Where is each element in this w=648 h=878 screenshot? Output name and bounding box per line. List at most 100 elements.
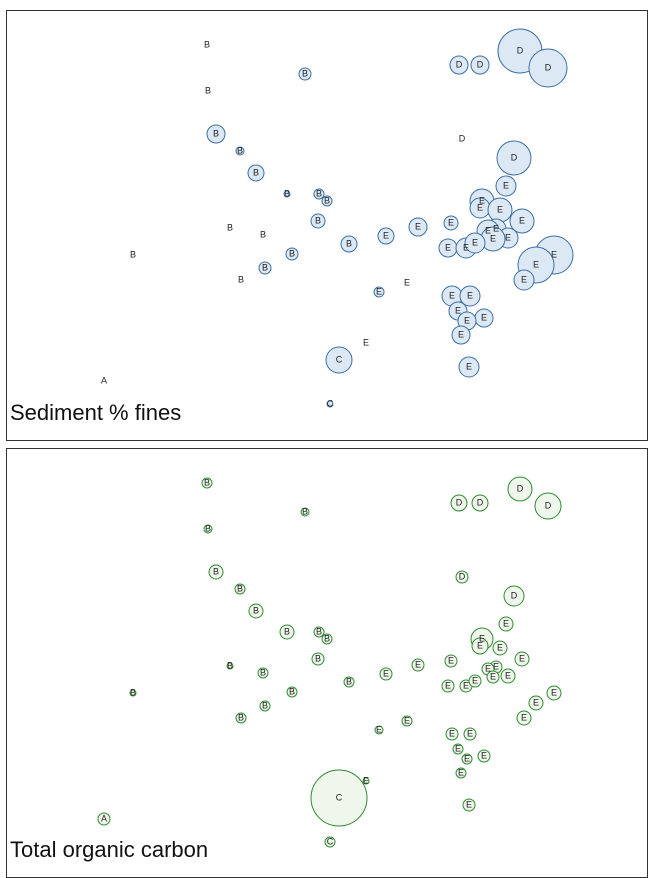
point-label: D: [459, 571, 466, 581]
bubble: [507, 476, 533, 502]
bubble: [477, 749, 491, 763]
point-label: E: [505, 232, 511, 242]
bubble: [377, 227, 395, 245]
point-label: E: [472, 675, 478, 685]
point-label: E: [363, 337, 369, 347]
bubble: [451, 325, 471, 345]
point-label: C: [336, 354, 343, 364]
point-label: E: [490, 233, 496, 243]
point-label: B: [227, 222, 233, 232]
point-label: D: [517, 483, 524, 493]
point-label: D: [511, 590, 518, 600]
bubble: [313, 188, 325, 200]
bubble: [401, 715, 413, 727]
bubble: [486, 670, 500, 684]
bubble: [129, 689, 137, 697]
point-label: B: [238, 712, 244, 722]
point-label: A: [101, 375, 107, 385]
point-label: B: [284, 188, 290, 198]
point-label: B: [324, 195, 330, 205]
point-label: E: [404, 277, 410, 287]
point-label: B: [262, 700, 268, 710]
bubble: [449, 55, 469, 75]
point-label: E: [533, 259, 539, 269]
point-label: E: [477, 640, 483, 650]
point-label: D: [511, 152, 518, 162]
point-label: E: [448, 217, 454, 227]
chart-title: Total organic carbon: [10, 837, 208, 862]
bubble: [373, 286, 385, 298]
point-label: B: [227, 660, 233, 670]
point-label: B: [205, 85, 211, 95]
point-label: B: [302, 506, 308, 516]
point-label: C: [336, 792, 343, 802]
point-label: D: [517, 45, 524, 55]
point-label: E: [505, 670, 511, 680]
point-label: E: [445, 242, 451, 252]
point-label: E: [449, 728, 455, 738]
bubble: [528, 48, 568, 88]
point-label: E: [490, 671, 496, 681]
point-label: E: [445, 680, 451, 690]
bubble: [470, 55, 490, 75]
bubble: [509, 208, 535, 234]
point-label: B: [204, 39, 210, 49]
bubble: [468, 674, 482, 688]
bubble: [463, 727, 477, 741]
point-label: E: [477, 202, 483, 212]
point-label: E: [448, 655, 454, 665]
point-label: B: [237, 145, 243, 155]
bubble: [464, 232, 486, 254]
point-label: B: [316, 188, 322, 198]
bubble: [234, 583, 246, 595]
point-label: E: [551, 687, 557, 697]
bubble: [208, 564, 224, 580]
point-label: B: [346, 676, 352, 686]
point-label: D: [477, 497, 484, 507]
point-label: A: [101, 813, 107, 823]
bubble: [471, 637, 489, 655]
point-label: B: [213, 128, 219, 138]
point-label: B: [237, 583, 243, 593]
bubble: [97, 812, 111, 826]
bubble: [257, 667, 269, 679]
point-label: E: [466, 799, 472, 809]
point-label: B: [289, 686, 295, 696]
point-label: E: [521, 274, 527, 284]
bubble: [298, 67, 312, 81]
bubble: [300, 507, 310, 517]
bubble: [461, 753, 473, 765]
bubble: [503, 585, 525, 607]
bubble: [471, 494, 489, 512]
bubble: [324, 836, 336, 848]
bubble: [455, 570, 469, 584]
point-label: E: [463, 242, 469, 252]
bubble: [379, 667, 393, 681]
point-label: B: [253, 605, 259, 615]
bubble: [325, 346, 353, 374]
point-label: E: [497, 204, 503, 214]
point-label: E: [485, 225, 491, 235]
point-label: E: [415, 659, 421, 669]
point-label: E: [464, 315, 470, 325]
bubble: [443, 215, 459, 231]
point-label: E: [519, 215, 525, 225]
bubble: [374, 725, 384, 735]
point-label: B: [315, 215, 321, 225]
bubble: [286, 686, 298, 698]
bubble: [534, 492, 562, 520]
point-label: E: [479, 195, 485, 205]
point-label: E: [521, 712, 527, 722]
point-label: E: [533, 697, 539, 707]
point-label: E: [493, 223, 499, 233]
point-label: E: [481, 312, 487, 322]
bubble: [259, 700, 271, 712]
point-label: E: [455, 305, 461, 315]
point-label: E: [464, 753, 470, 763]
bubble: [496, 140, 532, 176]
point-label: E: [383, 668, 389, 678]
bubble: [321, 633, 333, 645]
point-label: C: [327, 398, 334, 408]
point-label: B: [346, 238, 352, 248]
